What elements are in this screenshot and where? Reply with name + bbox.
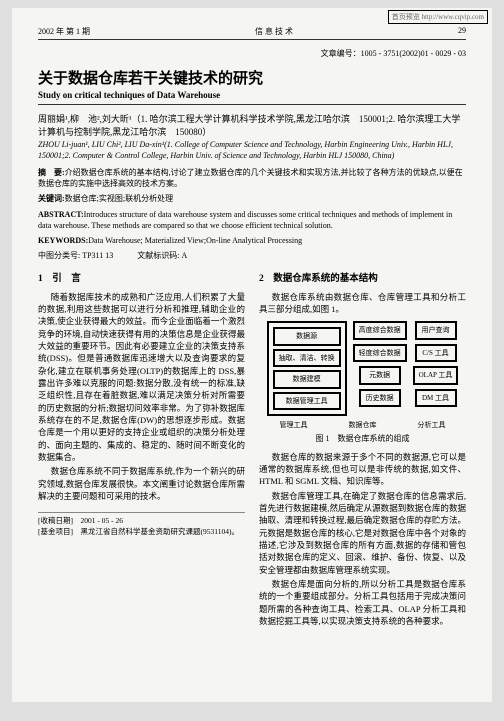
header-right: 29 (458, 26, 466, 37)
section-2-para-2: 数据仓库的数据来源于多个不同的数据源,它可以是通常的数据库系统,但也可以是非传统… (259, 451, 466, 488)
figure-box: 历史数据 (359, 389, 401, 407)
footer-block: [收稿日期] 2001 - 05 - 26 [基金项目] 黑龙江省自然科学基金资… (38, 512, 245, 538)
classifier-line: 中图分类号: TP311 13 文献标识码: A (38, 250, 466, 261)
document-id: 文章编号：1005 - 3751(2002)01 - 0029 - 03 (38, 48, 466, 59)
section-1-para-2: 数据仓库系统不同于数据库系统,作为一个新兴的研究领域,数据仓库发展很快。本文阐重… (38, 465, 245, 502)
figure-1: 数据源 抽取、清洁、转换 数据建模 数据管理工具 高度综合数据 轻度综合数据 元… (259, 321, 466, 444)
abstract-cn-label: 摘 要: (38, 168, 65, 177)
section-1-heading: 1 引 言 (38, 273, 245, 287)
keywords-en-block: KEYWORDS:Data Warehouse; Materialized Vi… (38, 235, 466, 246)
figure-box: DM 工具 (415, 389, 457, 407)
left-column: 1 引 言 随着数据库技术的成熟和广泛应用,人们积累了大量的数据,利用这些数据可… (38, 269, 245, 629)
keywords-cn-text: 数据仓库;实视图;联机分析处理 (65, 194, 173, 203)
figure-label: 管理工具 (280, 420, 308, 430)
figure-caption: 图 1 数据仓库系统的组成 (259, 433, 466, 445)
figure-box: C/S 工具 (415, 344, 457, 362)
section-2-para-4: 数据仓库是面向分析的,所以分析工具是数据仓库系统的一个重要组成部分。分析工具包括… (259, 578, 466, 627)
right-column: 2 数据仓库系统的基本结构 数据仓库系统由数据仓库、仓库管理工具和分析工具三部分… (259, 269, 466, 629)
abstract-en-text: Introduces structure of data warehouse s… (38, 210, 452, 230)
figure-col-2: 高度综合数据 轻度综合数据 元数据 历史数据 (353, 321, 407, 416)
keywords-cn-block: 关键词:数据仓库;实视图;联机分析处理 (38, 193, 466, 204)
figure-col-1: 数据源 抽取、清洁、转换 数据建模 数据管理工具 (267, 321, 347, 416)
keywords-en-text: Data Warehouse; Materialized View;On-lin… (88, 236, 302, 245)
title-chinese: 关于数据仓库若干关键技术的研究 (38, 67, 466, 88)
keywords-en-label: KEYWORDS: (38, 236, 88, 245)
figure-box: 用户查询 (415, 321, 457, 339)
figure-box: 高度综合数据 (353, 321, 407, 339)
section-2-heading: 2 数据仓库系统的基本结构 (259, 273, 466, 287)
footer-date: [收稿日期] 2001 - 05 - 26 (38, 516, 245, 527)
abstract-cn-text: 介绍数据仓库系统的基本结构,讨论了建立数据仓库的几个关键技术和实现方法,并比较了… (38, 168, 463, 188)
figure-box: 轻度综合数据 (353, 344, 407, 362)
figure-box: 数据源 (273, 327, 341, 345)
keywords-cn-label: 关键词: (38, 194, 65, 203)
footer-fund: [基金项目] 黑龙江省自然科学基金资助研究课题(9531104)。 (38, 527, 245, 538)
figure-box: OLAP 工具 (413, 366, 459, 384)
figure-col-3: 用户查询 C/S 工具 OLAP 工具 DM 工具 (413, 321, 459, 416)
figure-label: 数据仓库 (349, 420, 377, 430)
abstract-cn-block: 摘 要:介绍数据仓库系统的基本结构,讨论了建立数据仓库的几个关键技术和实现方法,… (38, 167, 466, 189)
section-2-para-3: 数据仓库管理工具,在确定了数据仓库的信息需求后,首先进行数据建模,然后确定从源数… (259, 490, 466, 576)
watermark: 首页预览 http://www.cqvip.com (388, 10, 488, 24)
figure-label: 分析工具 (418, 420, 446, 430)
abstract-en-label: ABSTRACT: (38, 210, 84, 219)
section-2-para-1: 数据仓库系统由数据仓库、仓库管理工具和分析工具三部分组成,如图 1。 (259, 291, 466, 316)
authors-english: ZHOU Li-juan¹, LIU Chi², LIU Da-xin¹(1. … (38, 140, 466, 161)
authors-chinese: 周丽娟¹,柳 池²,刘大昕¹（1. 哈尔滨工程大学计算机科学技术学院,黑龙江哈尔… (38, 113, 466, 138)
abstract-en-block: ABSTRACT:Introduces structure of data wa… (38, 209, 466, 231)
figure-box: 元数据 (359, 366, 401, 384)
figure-box: 抽取、清洁、转换 (273, 349, 341, 367)
title-english: Study on critical techniques of Data War… (38, 90, 466, 100)
section-1-para-1: 随着数据库技术的成熟和广泛应用,人们积累了大量的数据,利用这些数据可以进行分析和… (38, 291, 245, 463)
figure-box: 数据管理工具 (273, 392, 341, 410)
header-center: 信 息 技 术 (255, 26, 293, 37)
figure-labels: 管理工具 数据仓库 分析工具 (259, 420, 466, 430)
page-header: 2002 年 第 1 期 信 息 技 术 29 (38, 26, 466, 40)
figure-box: 数据建模 (273, 370, 341, 388)
header-left: 2002 年 第 1 期 (38, 26, 90, 37)
